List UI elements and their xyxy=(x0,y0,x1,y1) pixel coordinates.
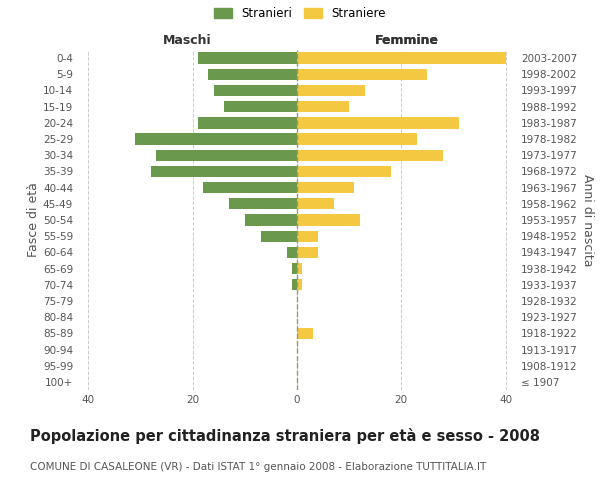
Bar xyxy=(297,182,355,194)
Bar xyxy=(297,166,391,177)
Bar xyxy=(297,230,318,242)
Bar xyxy=(287,246,297,258)
Bar xyxy=(297,117,458,128)
Bar xyxy=(297,101,349,112)
Bar xyxy=(229,198,297,209)
Bar xyxy=(198,117,297,128)
Bar xyxy=(297,150,443,161)
Text: Femmine: Femmine xyxy=(374,34,439,46)
Bar xyxy=(297,68,427,80)
Bar xyxy=(297,214,359,226)
Bar xyxy=(297,134,417,144)
Bar xyxy=(292,263,297,274)
Bar xyxy=(297,198,334,209)
Bar xyxy=(297,328,313,339)
Bar xyxy=(208,68,297,80)
Bar xyxy=(297,85,365,96)
Text: COMUNE DI CASALEONE (VR) - Dati ISTAT 1° gennaio 2008 - Elaborazione TUTTITALIA.: COMUNE DI CASALEONE (VR) - Dati ISTAT 1°… xyxy=(30,462,486,472)
Text: Popolazione per cittadinanza straniera per età e sesso - 2008: Popolazione per cittadinanza straniera p… xyxy=(30,428,540,444)
Bar xyxy=(136,134,297,144)
Bar xyxy=(214,85,297,96)
Bar xyxy=(198,52,297,64)
Y-axis label: Fasce di età: Fasce di età xyxy=(27,182,40,258)
Bar xyxy=(203,182,297,194)
Legend: Stranieri, Straniere: Stranieri, Straniere xyxy=(209,2,391,25)
Bar xyxy=(224,101,297,112)
Bar xyxy=(297,279,302,290)
Bar xyxy=(245,214,297,226)
Y-axis label: Anni di nascita: Anni di nascita xyxy=(581,174,594,266)
Text: Femmine: Femmine xyxy=(374,34,439,46)
Bar xyxy=(260,230,297,242)
Bar xyxy=(297,52,506,64)
Bar xyxy=(151,166,297,177)
Text: Maschi: Maschi xyxy=(163,34,212,46)
Bar xyxy=(297,246,318,258)
Bar xyxy=(156,150,297,161)
Bar xyxy=(297,263,302,274)
Bar xyxy=(292,279,297,290)
